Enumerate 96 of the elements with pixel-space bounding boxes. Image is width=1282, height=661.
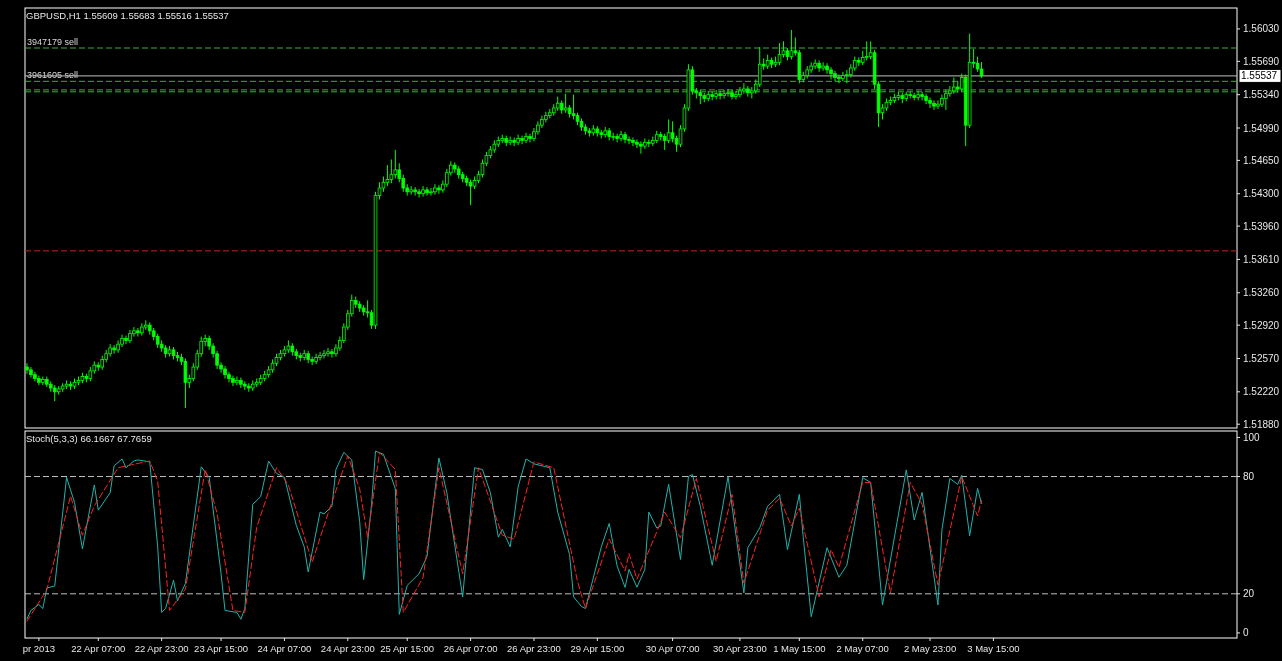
y-tick-label: 1.52920 — [1243, 319, 1280, 331]
y-tick-label: 20 — [1243, 588, 1255, 600]
y-tick-label: 1.55340 — [1243, 89, 1280, 101]
candlestick — [516, 134, 520, 146]
candlestick — [639, 140, 643, 155]
candlestick — [417, 188, 421, 199]
y-tick-label: 1.51880 — [1243, 418, 1280, 430]
candlestick — [726, 88, 730, 98]
candlestick — [623, 131, 627, 144]
candlestick — [314, 353, 318, 365]
y-tick-label: 80 — [1243, 471, 1255, 483]
candlestick — [825, 62, 829, 75]
candlestick — [928, 97, 932, 109]
candlestick — [864, 40, 869, 61]
ref-line-label: 3961605 sell — [27, 70, 79, 81]
x-tick-label: 22 Apr 07:00 — [71, 643, 126, 654]
candlestick — [817, 59, 821, 73]
candlestick — [231, 375, 235, 387]
candlestick — [924, 93, 928, 105]
candlestick — [235, 376, 239, 386]
candlestick — [742, 82, 746, 95]
candlestick — [421, 185, 425, 198]
x-tick-label: pr 2013 — [22, 643, 55, 654]
candlestick — [666, 118, 671, 144]
candlestick — [437, 184, 441, 195]
candlestick — [789, 29, 794, 60]
y-tick-label: 1.53960 — [1243, 220, 1280, 232]
candlestick — [718, 90, 722, 100]
y-tick-label: 1.55690 — [1243, 55, 1280, 67]
candlestick — [524, 132, 528, 144]
candlestick — [833, 70, 837, 82]
y-tick-label: 0 — [1243, 627, 1249, 639]
x-tick-label: 22 Apr 23:00 — [134, 643, 189, 654]
candlestick — [425, 186, 429, 197]
chart-title: Stoch(5,3,3) 66.1667 67.7659 — [26, 433, 152, 444]
y-tick-label: 100 — [1243, 431, 1261, 443]
candlestick — [112, 344, 116, 355]
candlestick — [433, 183, 437, 196]
candlestick — [615, 133, 619, 143]
candlestick — [25, 362, 29, 375]
candlestick — [643, 137, 647, 150]
candlestick — [322, 349, 326, 359]
ref-line-label: 1.55537 — [1241, 70, 1278, 82]
y-tick-label: 1.53610 — [1243, 253, 1280, 265]
ref-line-label: 3947179 sell — [27, 37, 79, 47]
candlestick — [627, 136, 631, 145]
candlestick — [468, 178, 473, 206]
candlestick — [136, 327, 140, 338]
x-tick-label: 2 May 23:00 — [903, 643, 957, 654]
y-tick-label: 1.53260 — [1243, 287, 1280, 299]
y-tick-label: 1.54650 — [1243, 154, 1280, 166]
x-tick-label: 30 Apr 23:00 — [712, 643, 767, 654]
candlestick — [829, 66, 833, 80]
x-tick-label: 23 Apr 15:00 — [194, 643, 248, 654]
x-tick-label: 25 Apr 15:00 — [380, 643, 435, 654]
candlestick — [29, 366, 33, 379]
candlestick — [734, 90, 738, 100]
candlestick — [239, 377, 243, 389]
x-tick-label: 1 May 15:00 — [773, 643, 826, 654]
candlestick — [936, 99, 940, 110]
candlestick — [821, 61, 825, 72]
x-tick-label: 26 Apr 07:00 — [443, 643, 498, 654]
candlestick — [393, 149, 398, 179]
x-tick-label: 3 May 15:00 — [967, 643, 1020, 654]
candlestick — [389, 158, 394, 184]
x-tick-label: 30 Apr 07:00 — [645, 643, 700, 654]
candlestick — [944, 89, 948, 111]
candlestick — [429, 187, 433, 197]
candlestick — [757, 46, 762, 88]
x-tick-label: 29 Apr 15:00 — [570, 643, 625, 654]
candlestick — [619, 130, 623, 142]
chart-title: GBPUSD,H1 1.55609 1.55683 1.55516 1.55537 — [26, 10, 229, 21]
candlestick — [841, 71, 845, 82]
x-tick-label: 24 Apr 23:00 — [320, 643, 375, 654]
candlestick — [330, 348, 334, 359]
candlestick — [920, 91, 924, 101]
candlestick — [837, 74, 841, 84]
candlestick — [326, 347, 330, 358]
x-tick-label: 24 Apr 07:00 — [257, 643, 312, 654]
candlestick — [318, 351, 322, 361]
candlestick — [932, 99, 936, 111]
y-tick-label: 1.54300 — [1243, 188, 1280, 200]
candlestick — [528, 133, 532, 143]
y-tick-label: 1.56030 — [1243, 23, 1280, 35]
y-tick-label: 1.52570 — [1243, 352, 1280, 364]
candlestick — [124, 335, 128, 345]
candlestick — [631, 137, 635, 147]
candlestick — [116, 339, 120, 354]
candlestick — [413, 186, 417, 197]
x-tick-label: 26 Apr 23:00 — [507, 643, 561, 654]
y-tick-label: 1.54990 — [1243, 122, 1280, 134]
candlestick — [722, 89, 726, 99]
candlestick — [738, 86, 742, 99]
candlestick — [520, 135, 524, 145]
y-tick-label: 1.52220 — [1243, 386, 1280, 398]
x-tick-label: 2 May 07:00 — [836, 643, 889, 654]
